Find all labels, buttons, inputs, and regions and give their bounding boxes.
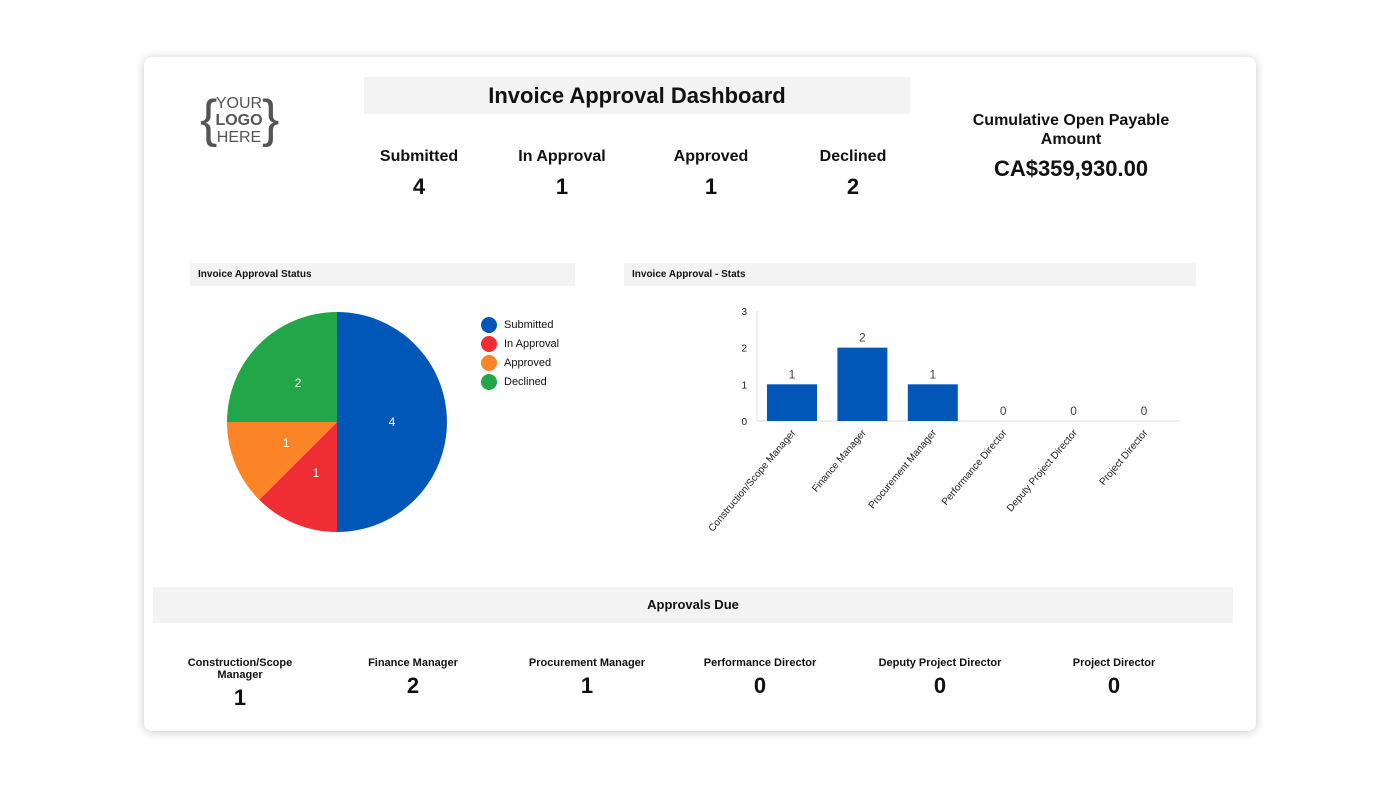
legend-swatch [481,355,497,372]
legend-declined[interactable]: Declined [481,374,547,391]
bar-data-label: 0 [1070,404,1077,418]
logo: { } YOUR LOGO HERE [200,90,279,148]
y-tick-label: 0 [741,417,747,428]
pie-slice[interactable] [227,422,337,500]
kpi-label: Declined [819,148,887,165]
legend-in-approval[interactable]: In Approval [481,336,560,353]
pie-slice-label: 1 [313,466,320,480]
legend-submitted[interactable]: Submitted [481,317,554,334]
page-title: Invoice Approval Dashboard [364,77,910,114]
bar-data-label: 2 [859,331,866,345]
approval-due-item: Procurement Manager 1 [522,657,652,699]
approval-due-label: Construction/Scope Manager [187,657,293,681]
svg-text:}: } [262,90,279,148]
svg-text:LOGO: LOGO [215,112,262,129]
cumulative-label: Cumulative Open Payable Amount [972,112,1170,148]
approval-due-item: Construction/Scope Manager 1 [175,657,305,711]
bar-data-label: 0 [1141,404,1148,418]
svg-text:{: { [200,90,217,148]
bar[interactable] [767,384,817,421]
approval-due-item: Performance Director 0 [695,657,825,699]
approval-due-value: 0 [1107,673,1121,698]
y-tick-label: 3 [741,307,747,318]
kpi-in-approval: In Approval 1 [492,148,632,200]
kpi-submitted: Submitted 4 [349,148,489,200]
pie-slice[interactable] [227,312,337,422]
kpi-value: 4 [412,174,426,199]
approval-due-label: Finance Manager [368,657,458,669]
approval-due-value: 0 [933,673,947,698]
pie-chart-title: Invoice Approval Status [190,263,575,286]
bar[interactable] [907,384,958,421]
kpi-value: 1 [704,174,718,199]
approval-due-item: Deputy Project Director 0 [875,657,1005,699]
legend-label: Approved [504,357,552,369]
approval-due-label: Project Director [1072,657,1156,669]
legend-swatch [481,374,497,391]
cumulative-value: CA$359,930.00 [993,156,1149,181]
approval-due-item: Finance Manager 2 [348,657,478,699]
pie-slice-label: 1 [283,436,290,450]
pie-slice[interactable] [259,422,337,532]
kpi-value: 2 [846,174,860,199]
bar-chart-title: Invoice Approval - Stats [624,263,1196,286]
bar-data-label: 1 [929,367,936,381]
pie-slice-label: 2 [295,376,302,390]
kpi-declined: Declined 2 [783,148,923,200]
legend-swatch [481,336,497,353]
bar-data-label: 0 [1000,404,1007,418]
y-tick-label: 2 [741,344,747,355]
bar[interactable] [837,347,888,421]
approval-due-value: 0 [753,673,767,698]
pie-slice-label: 4 [389,415,396,429]
legend-label: In Approval [504,338,560,350]
approval-due-value: 1 [233,685,247,710]
bar-data-label: 1 [789,367,796,381]
approvals-due-title: Approvals Due [153,587,1233,623]
svg-text:HERE: HERE [217,129,261,146]
legend-label: Submitted [504,319,554,331]
approval-due-label: Performance Director [703,657,817,669]
svg-text:YOUR: YOUR [216,95,262,112]
approval-due-value: 1 [580,673,594,698]
approval-due-item: Project Director 0 [1049,657,1179,699]
pie-slice[interactable] [337,312,447,532]
kpi-label: Approved [673,148,749,165]
legend-approved[interactable]: Approved [481,355,552,372]
approval-due-label: Deputy Project Director [878,657,1002,669]
kpi-label: Submitted [379,148,459,165]
approval-due-label: Procurement Manager [528,657,646,669]
kpi-label: In Approval [518,148,606,165]
y-tick-label: 1 [741,380,747,391]
approval-due-value: 2 [406,673,420,698]
legend-label: Declined [504,376,547,388]
kpi-approved: Approved 1 [641,148,781,200]
kpi-value: 1 [555,174,569,199]
legend-swatch [481,317,497,334]
